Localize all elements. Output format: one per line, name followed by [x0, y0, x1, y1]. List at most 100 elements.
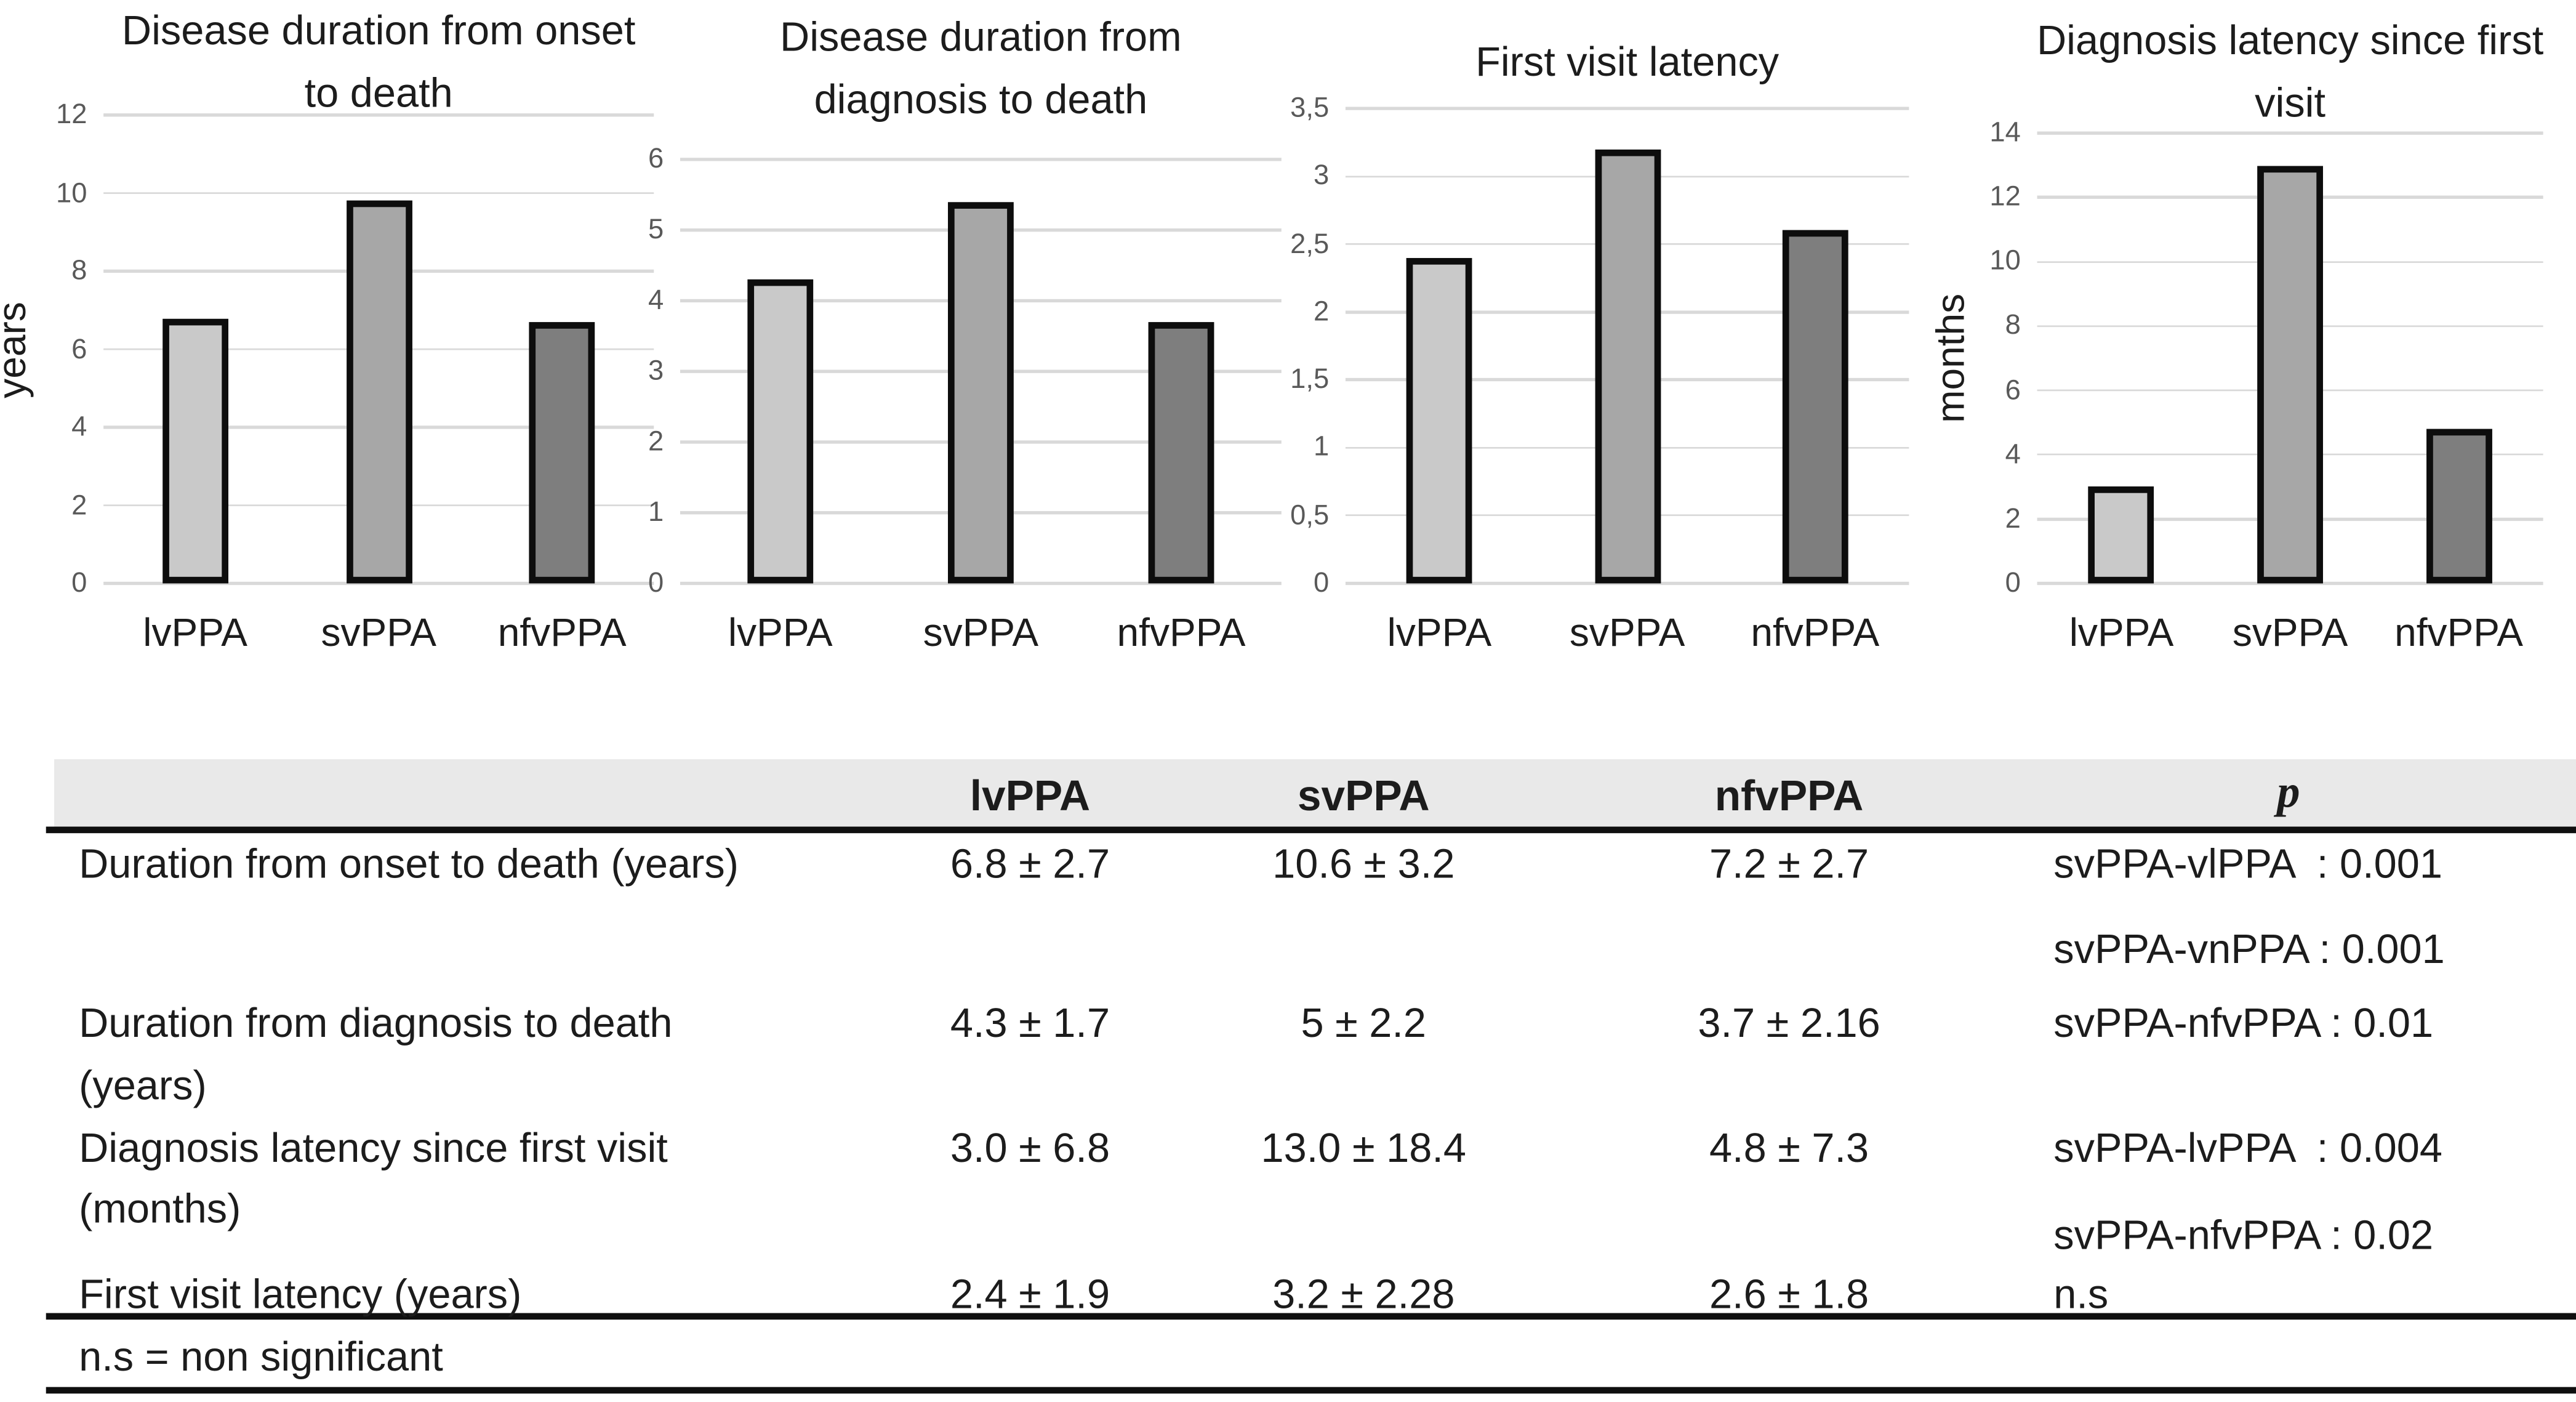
bar-lvPPA — [1406, 257, 1472, 584]
table-cell: 10.6 ± 3.2 — [1272, 841, 1455, 888]
p-value: svPPA-nfvPPA : 0.01 — [2053, 1001, 2434, 1047]
table-cell: 3.7 ± 2.16 — [1698, 1001, 1880, 1047]
y-tick-label: 2 — [648, 425, 664, 457]
table-row-label-line2: (years) — [79, 1063, 207, 1110]
y-tick-label: 1 — [1313, 431, 1330, 463]
table-header-p: p — [2277, 767, 2300, 819]
y-tick-label: 0 — [2005, 566, 2021, 598]
table-cell: 6.8 ± 2.7 — [950, 841, 1110, 888]
y-tick-label: 0 — [1313, 566, 1330, 598]
bar-nfvPPA — [1782, 230, 1848, 584]
y-tick-label: 0 — [648, 566, 664, 598]
table-header-band — [54, 759, 2576, 827]
gridline — [1345, 107, 1909, 110]
y-tick-label: 0,5 — [1290, 499, 1330, 531]
category-label: nfvPPA — [2394, 611, 2524, 656]
table-header-nfvppa: nfvPPA — [1714, 770, 1864, 820]
table-rule — [46, 826, 2576, 834]
y-tick-label: 4 — [2005, 438, 2021, 470]
gridline — [680, 158, 1282, 161]
bar-svPPA — [2257, 165, 2323, 584]
table-row-label: Diagnosis latency since first visit — [79, 1126, 668, 1172]
chart-title: Diagnosis latency since first visit — [2036, 18, 2544, 127]
category-label: nfvPPA — [1117, 611, 1246, 656]
table-row-label: Duration from diagnosis to death — [79, 1001, 673, 1047]
table-cell: 3.0 ± 6.8 — [950, 1126, 1110, 1172]
y-tick-label: 2 — [2005, 502, 2021, 534]
y-tick-label: 12 — [55, 99, 87, 130]
bar-nfvPPA — [529, 321, 595, 584]
category-label: svPPA — [321, 611, 436, 656]
category-label: lvPPA — [2069, 611, 2174, 656]
p-value: n.s — [2053, 1271, 2109, 1318]
category-label: svPPA — [923, 611, 1039, 656]
bar-svPPA — [948, 201, 1014, 584]
category-label: lvPPA — [143, 611, 247, 656]
table-cell: 4.8 ± 7.3 — [1709, 1126, 1869, 1172]
category-label: lvPPA — [1387, 611, 1492, 656]
chart-title: Disease duration from onset to death — [121, 8, 636, 117]
table-row-label-line2: (months) — [79, 1186, 241, 1233]
y-tick-label: 3,5 — [1290, 92, 1330, 124]
gridline — [103, 113, 654, 116]
bar-svPPA — [345, 201, 412, 584]
y-tick-label: 8 — [71, 254, 87, 286]
gridline — [2037, 582, 2543, 585]
category-label: svPPA — [1569, 611, 1685, 656]
y-tick-label: 6 — [2005, 374, 2021, 406]
y-tick-label: 14 — [1989, 116, 2021, 148]
gridline — [103, 191, 654, 195]
y-tick-label: 2,5 — [1290, 227, 1330, 259]
table-header-lvppa: lvPPA — [969, 770, 1091, 820]
y-tick-label: 8 — [2005, 309, 2021, 341]
p-value: svPPA-nfvPPA : 0.02 — [2053, 1212, 2434, 1259]
table-cell: 13.0 ± 18.4 — [1261, 1126, 1467, 1172]
gridline — [680, 582, 1282, 585]
table-cell: 7.2 ± 2.7 — [1709, 841, 1869, 888]
table-cell: 2.4 ± 1.9 — [950, 1271, 1110, 1318]
bar-lvPPA — [2088, 486, 2154, 584]
bar-lvPPA — [747, 279, 814, 584]
table-footnote: n.s = non significant — [79, 1334, 443, 1380]
y-tick-label: 4 — [71, 411, 87, 442]
table-row-label: Duration from onset to death (years) — [79, 841, 739, 888]
y-tick-label: 6 — [71, 332, 87, 365]
table-cell: 3.2 ± 2.28 — [1272, 1271, 1455, 1318]
y-tick-label: 2 — [71, 489, 87, 520]
category-label: svPPA — [2232, 611, 2348, 656]
p-value: svPPA-vlPPA : 0.001 — [2053, 841, 2442, 888]
table-row-label: First visit latency (years) — [79, 1271, 522, 1318]
gridline — [2037, 132, 2543, 135]
p-value: svPPA-vnPPA : 0.001 — [2053, 927, 2445, 973]
y-tick-label: 12 — [1989, 180, 2021, 212]
table-rule — [46, 1387, 2576, 1394]
gridline — [103, 582, 654, 585]
y-tick-label: 2 — [1313, 296, 1330, 327]
bar-nfvPPA — [1148, 321, 1214, 584]
bar-svPPA — [1594, 149, 1661, 584]
y-tick-label: 0 — [71, 566, 87, 598]
y-tick-label: 5 — [648, 213, 664, 245]
category-label: lvPPA — [728, 611, 833, 656]
bar-lvPPA — [162, 318, 228, 584]
table-cell: 2.6 ± 1.8 — [1709, 1271, 1869, 1318]
y-tick-label: 1,5 — [1290, 363, 1330, 395]
chart-title: Disease duration from diagnosis to death — [780, 15, 1182, 124]
table-cell: 5 ± 2.2 — [1301, 1001, 1427, 1047]
category-label: nfvPPA — [1751, 611, 1880, 656]
y-tick-label: 1 — [648, 496, 664, 528]
bar-nfvPPA — [2426, 429, 2492, 584]
p-value: svPPA-lvPPA : 0.004 — [2053, 1126, 2442, 1172]
table-header-svppa: svPPA — [1297, 770, 1430, 820]
y-tick-label: 3 — [648, 355, 664, 387]
y-tick-label: 10 — [1989, 245, 2021, 277]
y-tick-label: 6 — [648, 143, 664, 174]
chart-title: First visit latency — [1475, 39, 1780, 86]
gridline — [1345, 582, 1909, 585]
y-tick-label: 3 — [1313, 159, 1330, 191]
table-rule — [46, 1313, 2576, 1320]
category-label: nfvPPA — [497, 611, 627, 656]
